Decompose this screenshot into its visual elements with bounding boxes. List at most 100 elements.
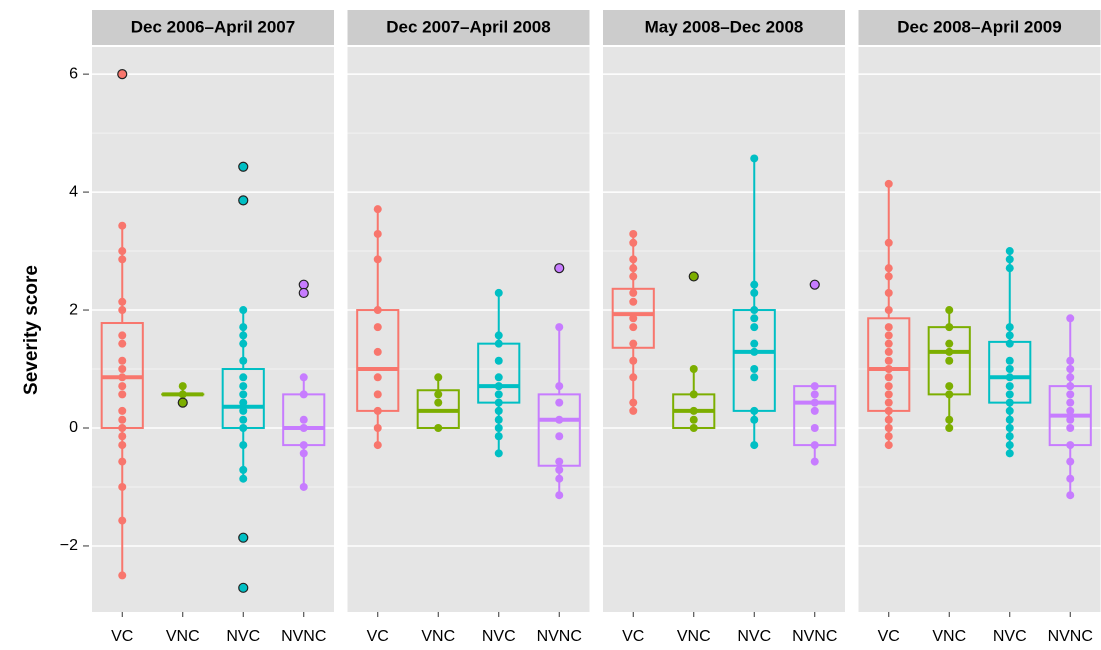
point [494, 432, 503, 441]
point [555, 415, 564, 424]
outlier [238, 161, 249, 172]
point [884, 365, 893, 374]
x-tick-label: VNC [677, 628, 711, 645]
point [555, 432, 564, 441]
point [118, 373, 127, 382]
point [118, 406, 127, 415]
point [494, 331, 503, 340]
point [373, 205, 382, 214]
point [239, 331, 248, 340]
point [239, 441, 248, 450]
point [555, 474, 564, 483]
point [494, 288, 503, 297]
point [434, 423, 443, 432]
x-tick-label: NVNC [537, 628, 582, 645]
point [118, 390, 127, 399]
strip-label: May 2008–Dec 2008 [645, 17, 804, 36]
point [689, 415, 698, 424]
point [373, 373, 382, 382]
point [1066, 491, 1075, 500]
panel-background [347, 47, 590, 612]
point [1005, 432, 1014, 441]
point [299, 423, 308, 432]
point [299, 415, 308, 424]
point [1005, 373, 1014, 382]
point [373, 323, 382, 332]
point [689, 423, 698, 432]
point [1005, 247, 1014, 256]
point [884, 406, 893, 415]
point [629, 272, 638, 281]
strip-background [603, 10, 845, 45]
point [118, 297, 127, 306]
x-tick-label: VNC [932, 628, 966, 645]
point [299, 390, 308, 399]
point [494, 406, 503, 415]
point [810, 441, 819, 450]
point [1066, 474, 1075, 483]
point [239, 398, 248, 407]
outlier [298, 287, 309, 299]
point [1005, 415, 1014, 424]
point [239, 373, 248, 382]
point [629, 238, 638, 247]
outlier [117, 69, 128, 80]
point [118, 221, 127, 230]
point [1066, 441, 1075, 450]
point [884, 390, 893, 399]
point [494, 398, 503, 407]
outlier [298, 279, 309, 290]
point [750, 365, 759, 374]
point [689, 390, 698, 399]
y-tick-label: 2 [69, 301, 78, 318]
point [434, 390, 443, 399]
strip-label: Dec 2008–April 2009 [897, 17, 1061, 36]
point [494, 382, 503, 391]
point [945, 306, 954, 315]
point [1066, 314, 1075, 323]
point [1066, 390, 1075, 399]
x-tick-label: NVNC [281, 628, 326, 645]
point [1066, 398, 1075, 407]
x-tick-label: NVNC [1048, 628, 1093, 645]
point [494, 449, 503, 458]
point [118, 482, 127, 491]
point [239, 382, 248, 391]
point [239, 415, 248, 424]
x-tick-label: VC [111, 628, 133, 645]
point [629, 264, 638, 273]
point [884, 441, 893, 450]
point [750, 288, 759, 297]
point [555, 398, 564, 407]
x-tick-label: VNC [421, 628, 455, 645]
point [945, 382, 954, 391]
point [1005, 331, 1014, 340]
point [629, 297, 638, 306]
point [118, 247, 127, 256]
point [1066, 365, 1075, 374]
point [1066, 373, 1075, 382]
outlier [809, 279, 820, 290]
point [494, 339, 503, 348]
point [239, 465, 248, 474]
point [884, 272, 893, 281]
point [555, 465, 564, 474]
point [629, 323, 638, 332]
point [750, 280, 759, 289]
point [118, 365, 127, 374]
point [118, 255, 127, 264]
point [1005, 255, 1014, 264]
point [118, 339, 127, 348]
point [810, 406, 819, 415]
strip-background [347, 10, 590, 45]
outlier [177, 397, 188, 408]
point [629, 339, 638, 348]
panel-background [603, 47, 845, 612]
point [494, 415, 503, 424]
point [629, 255, 638, 264]
point [629, 229, 638, 238]
y-tick-label: 4 [69, 183, 78, 200]
point [1005, 423, 1014, 432]
x-tick-label: NVC [737, 628, 771, 645]
strip-label: Dec 2007–April 2008 [386, 17, 550, 36]
